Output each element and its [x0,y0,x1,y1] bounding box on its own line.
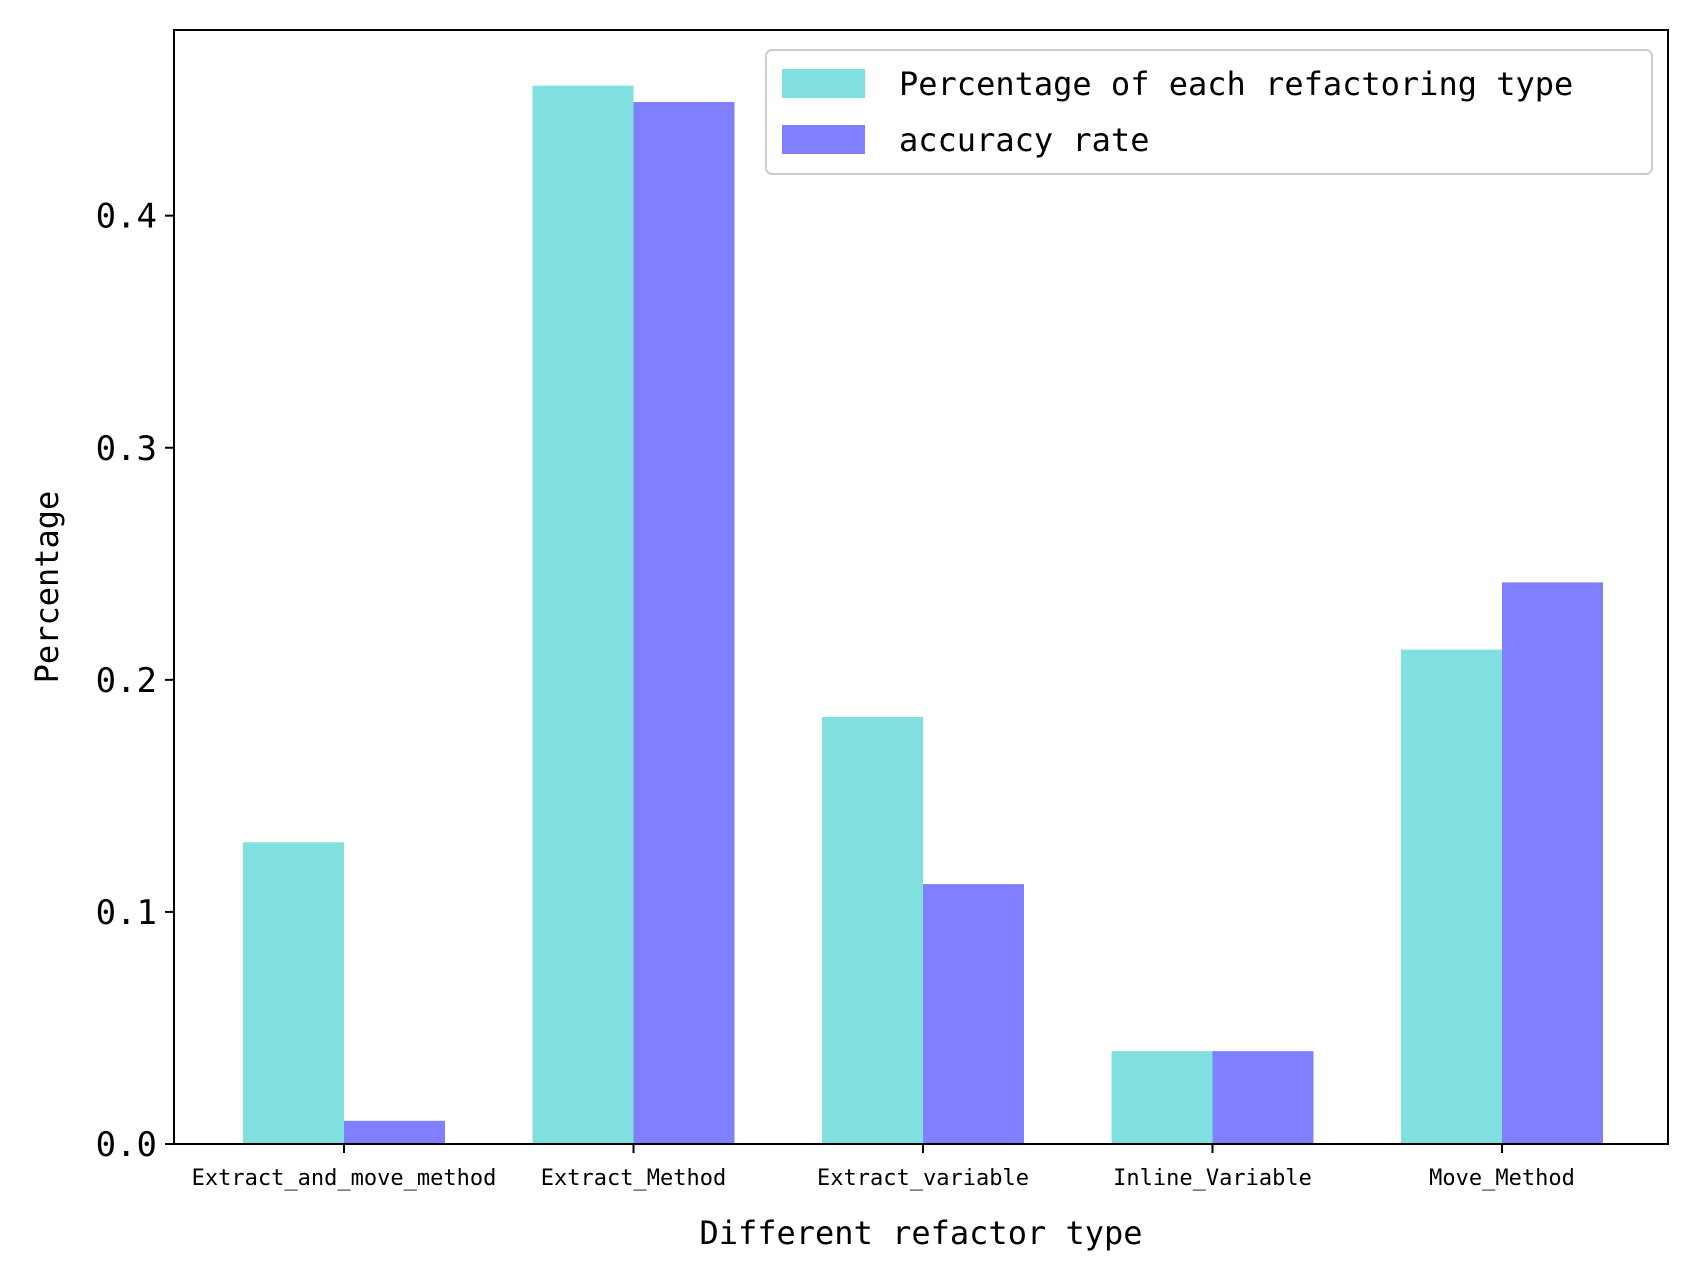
x-tick-label: Inline_Variable [1113,1166,1312,1191]
legend-box [765,49,1653,175]
legend-label-percentage: Percentage of each refactoring type [899,65,1573,103]
bar-percentage-move_method [1401,649,1502,1144]
legend: Percentage of each refactoring type accu… [765,49,1653,175]
x-tick-label: Extract_and_move_method [192,1166,497,1191]
bar-accuracy-inline_variable [1212,1051,1314,1144]
bar-accuracy-extract_variable [923,884,1024,1144]
bar-percentage-extract_variable [822,716,923,1144]
y-tick-label: 0.3 [96,429,157,469]
bars-group [243,85,1603,1145]
bar-accuracy-extract_and_move_method [344,1120,445,1144]
bar-percentage-extract_and_move_method [243,842,344,1144]
legend-label-accuracy: accuracy rate [899,121,1149,159]
x-tick-label: Move_Method [1429,1166,1575,1191]
legend-swatch-accuracy [782,125,865,154]
bar-percentage-extract_method [532,85,634,1145]
y-tick-label: 0.0 [96,1125,157,1165]
y-tick-label: 0.2 [96,661,157,701]
y-axis-ticks: 0.0 0.1 0.2 0.3 0.4 [96,197,174,1165]
bar-accuracy-move_method [1502,582,1603,1144]
bar-accuracy-extract_method [633,101,735,1145]
legend-swatch-percentage [782,69,865,98]
y-tick-label: 0.4 [96,197,157,237]
x-tick-label: Extract_Method [541,1166,726,1191]
plot-frame [173,29,1669,1145]
x-axis-ticks: Extract_and_move_method Extract_Method Ext… [192,1144,1575,1191]
x-axis-label: Different refactor type [699,1214,1142,1252]
y-axis-label: Percentage [28,491,66,684]
bar-percentage-inline_variable [1111,1051,1213,1144]
y-tick-label: 0.1 [96,893,157,933]
x-tick-label: Extract_variable [817,1166,1029,1191]
